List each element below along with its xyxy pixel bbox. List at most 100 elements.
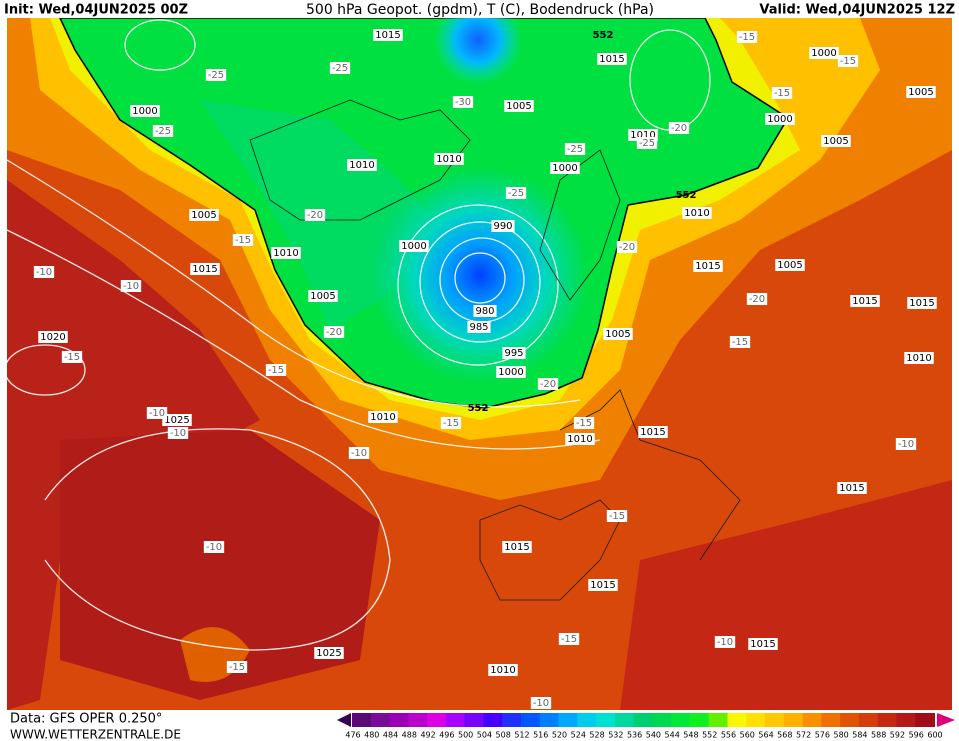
temperature-label: -25: [508, 188, 524, 199]
temperature-label: -15: [561, 634, 577, 645]
temperature-label: -25: [567, 144, 583, 155]
temperature-label-box: [167, 427, 189, 439]
colorbar-segment: [539, 713, 560, 727]
isobar-label-box: [906, 86, 936, 98]
temperature-label-box: [606, 510, 628, 522]
isobar-label-box: [162, 414, 192, 426]
temperature-label-box: [232, 234, 254, 246]
isobar-label: 1000: [552, 163, 577, 174]
isobar-label-box: [473, 305, 497, 317]
temperature-label-box: [616, 241, 638, 253]
temperature-label-box: [323, 326, 345, 338]
colorbar-high-arrow: [937, 713, 955, 727]
temperature-label: -20: [749, 294, 765, 305]
isobar-label: 1005: [823, 136, 848, 147]
colorbar-tick-label: 504: [477, 731, 492, 740]
isobar-label: 1005: [191, 210, 216, 221]
isobar-label-box: [434, 153, 464, 165]
isobar-label: 1010: [349, 160, 374, 171]
temperature-label: -15: [268, 365, 284, 376]
colorbar-segment: [502, 713, 522, 727]
colorbar-tick-label: 576: [815, 731, 830, 740]
isobar-label-box: [597, 53, 627, 65]
colorbar-tick-label: 520: [552, 731, 567, 740]
isobar-label: 1005: [310, 291, 335, 302]
temperature-label-box: [537, 378, 559, 390]
colorbar-tick-label: 488: [402, 731, 417, 740]
isobar-label-box: [38, 331, 68, 343]
isobar-label-box: [314, 647, 344, 659]
colorbar-tick-label: 536: [627, 731, 642, 740]
colorbar-tick-label: 552: [702, 731, 717, 740]
geopotential-label: 552: [468, 403, 489, 414]
isobar-label-box: [809, 47, 839, 59]
colorbar-tick-label: 580: [833, 731, 848, 740]
low-center: [370, 165, 590, 385]
isobar-label-box: [491, 220, 515, 232]
temperature-label-box: [636, 137, 658, 149]
isobar-label-box: [850, 295, 880, 307]
colorbar-segment: [821, 713, 842, 727]
colorbar-tick-label: 512: [514, 731, 529, 740]
warm-region: [60, 430, 380, 700]
temperature-label-box: [837, 55, 859, 67]
temperature-label: -15: [840, 56, 856, 67]
temperature-label-box: [226, 661, 248, 673]
isobar-label-box: [271, 247, 301, 259]
temperature-label-box: [558, 633, 580, 645]
temperature-label: -10: [717, 637, 733, 648]
colorbar-segment: [352, 713, 372, 727]
colorbar-segment: [708, 713, 729, 727]
colorbar-segment: [840, 713, 860, 727]
isobar-label: 1010: [370, 412, 395, 423]
temperature-label-box: [714, 636, 736, 648]
isobar-label: 1000: [498, 367, 523, 378]
isobar-label: 1000: [811, 48, 836, 59]
isobar-label: 1010: [490, 665, 515, 676]
isobar-label: 1010: [567, 434, 592, 445]
temperature-label: -10: [206, 542, 222, 553]
isobar-label: 1015: [640, 427, 665, 438]
temperature-label: -25: [639, 138, 655, 149]
isobar-label-box: [130, 105, 160, 117]
isobar-label-box: [189, 209, 219, 221]
temperature-label: -15: [229, 662, 245, 673]
temperature-label-box: [573, 417, 595, 429]
temperature-label: -20: [307, 210, 323, 221]
isobar-label: 1015: [375, 30, 400, 41]
colorbar-tick-label: 572: [796, 731, 811, 740]
colorbar-tick-label: 480: [364, 731, 379, 740]
colorbar-segment: [577, 713, 598, 727]
colorbar-segment: [896, 713, 917, 727]
colorbar-segment: [370, 713, 391, 727]
isobar-label: 1015: [590, 580, 615, 591]
temperature-label-box: [304, 209, 326, 221]
colorbar-tick-label: 568: [777, 731, 792, 740]
isobar-label: 1010: [906, 353, 931, 364]
temperature-label-box: [440, 417, 462, 429]
isobar-label-box: [693, 260, 723, 272]
colorbar-tick-label: 540: [646, 731, 661, 740]
isobar-label: 1015: [192, 264, 217, 275]
temperature-label-box: [729, 336, 751, 348]
colorbar-segment: [445, 713, 466, 727]
colorbar-segment: [802, 713, 823, 727]
temperature-label-box: [203, 541, 225, 553]
colorbar-tick-label: 496: [439, 731, 454, 740]
temperature-label: -15: [739, 32, 755, 43]
colorbar-tick-label: 528: [589, 731, 604, 740]
temperature-label: -10: [123, 281, 139, 292]
colorbar-segment: [408, 713, 429, 727]
header-bar: [0, 0, 959, 18]
isobar-label-box: [682, 207, 712, 219]
isobar-label: 1010: [630, 130, 655, 141]
colorbar-segment: [596, 713, 616, 727]
colorbar-tick-label: 484: [383, 731, 398, 740]
colorbar-tick-label: 600: [927, 731, 942, 740]
isobars: [4, 19, 711, 651]
colorbar-low-arrow: [337, 713, 351, 727]
isobar-label-box: [467, 321, 491, 333]
temperature-label-box: [895, 438, 917, 450]
temperature-label: -15: [443, 418, 459, 429]
isobar-label-box: [638, 426, 668, 438]
